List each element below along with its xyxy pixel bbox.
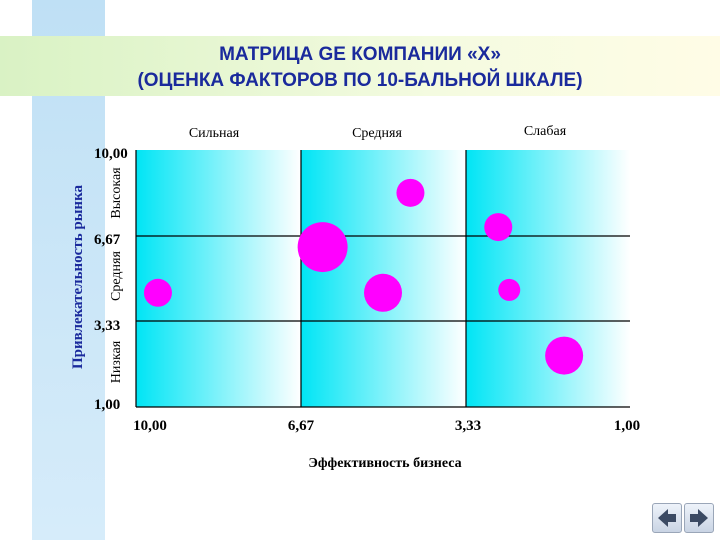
x-tick-label: 1,00: [614, 418, 640, 434]
x-tick-label: 10,00: [133, 418, 167, 434]
x-tick-label: 6,67: [288, 418, 315, 434]
x-category-weak: Слабая: [524, 124, 567, 139]
y-tick-label: 3,33: [94, 318, 120, 334]
title-line-2: (ОЦЕНКА ФАКТОРОВ ПО 10-БАЛЬНОЙ ШКАЛЕ): [137, 70, 583, 91]
band-strong: [136, 150, 301, 407]
y-axis-title: Привлекательность рынка: [70, 185, 86, 369]
data-point-bubble: [396, 178, 425, 207]
y-category-high: Высокая: [109, 167, 124, 219]
data-point-bubble: [297, 222, 348, 273]
next-slide-button[interactable]: [684, 503, 714, 533]
data-point-bubble: [364, 273, 402, 312]
data-point-bubble: [143, 278, 172, 307]
y-category-medium: Средняя: [109, 251, 124, 301]
y-tick-label: 6,67: [94, 232, 121, 248]
y-category-low: Низкая: [109, 340, 124, 383]
title-line-1: МАТРИЦА GE КОМПАНИИ «Х»: [219, 44, 501, 65]
data-point-bubble: [484, 213, 513, 242]
x-category-strong: Сильная: [189, 126, 240, 141]
data-point-bubble: [545, 336, 584, 375]
left-arrow-icon: [658, 509, 676, 527]
bubble-layer: [143, 178, 584, 375]
band-weak: [466, 150, 630, 407]
x-category-medium: Средняя: [352, 126, 402, 141]
y-tick-label: 1,00: [94, 397, 120, 413]
title-band: [0, 36, 720, 96]
y-tick-label: 10,00: [94, 146, 128, 162]
x-tick-label: 3,33: [455, 418, 481, 434]
right-arrow-icon: [690, 509, 708, 527]
prev-slide-button[interactable]: [652, 503, 682, 533]
data-point-bubble: [498, 278, 521, 301]
slide-title: МАТРИЦА GE КОМПАНИИ «Х» (ОЦЕНКА ФАКТОРОВ…: [0, 42, 720, 94]
x-axis-title: Эффективность бизнеса: [308, 456, 461, 471]
